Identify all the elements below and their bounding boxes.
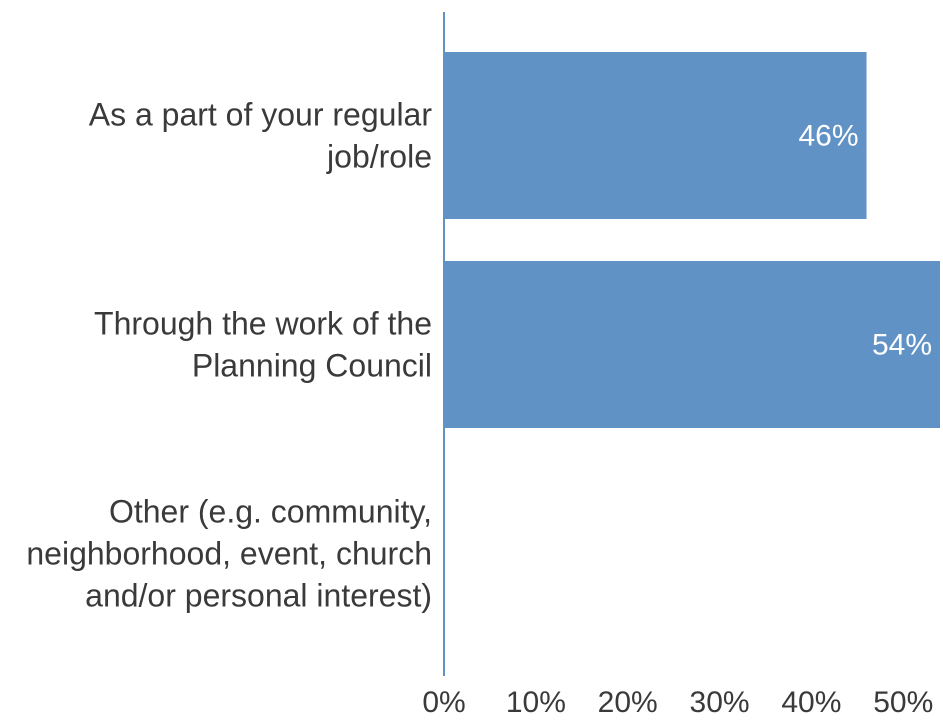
category-label-line: Other (e.g. community, xyxy=(109,494,432,530)
category-label-2: Other (e.g. community, neighborhood, even… xyxy=(26,494,432,614)
category-label-1: Through the work of the Planning Council xyxy=(94,306,432,384)
category-label-line: Planning Council xyxy=(192,348,432,384)
category-label-line: job/role xyxy=(326,139,432,175)
x-tick-label-4: 40% xyxy=(781,686,841,719)
bar-0 xyxy=(445,52,867,219)
category-label-0: As a part of your regular job/role xyxy=(89,97,433,175)
x-tick-label-3: 30% xyxy=(690,686,750,719)
category-label-line: and/or personal interest) xyxy=(85,578,432,614)
x-tick-label-2: 20% xyxy=(598,686,658,719)
x-tick-label-1: 10% xyxy=(506,686,566,719)
x-tick-labels-group: 0% 10% 20% 30% 40% 50% xyxy=(422,686,933,719)
category-label-line: As a part of your regular xyxy=(89,97,433,133)
data-labels-group: 46% 54% xyxy=(798,120,932,362)
category-labels-group: As a part of your regular job/role Through… xyxy=(26,97,432,614)
category-label-line: neighborhood, event, church xyxy=(26,536,432,572)
data-label-0: 46% xyxy=(798,120,858,153)
bar-1 xyxy=(445,261,940,428)
category-label-line: Through the work of the xyxy=(94,306,432,342)
x-tick-label-0: 0% xyxy=(422,686,465,719)
bars-group xyxy=(445,52,940,428)
x-tick-label-5: 50% xyxy=(873,686,933,719)
data-label-1: 54% xyxy=(872,329,932,362)
